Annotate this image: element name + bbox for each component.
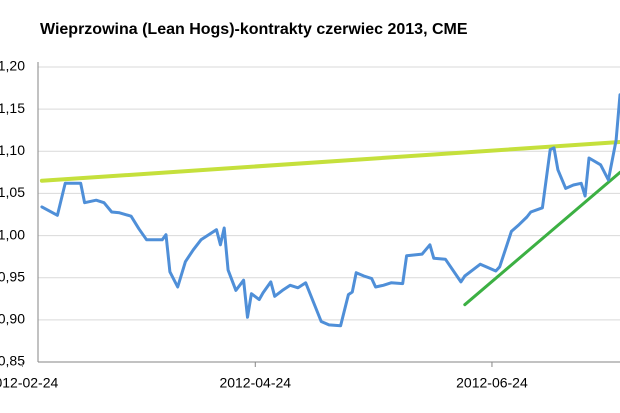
y-tick-label: 0,95 [0, 268, 25, 284]
y-tick-label: 1,10 [0, 142, 25, 158]
x-tick-label: 2012-04-24 [219, 375, 291, 391]
x-tick-label: 2012-02-24 [0, 375, 58, 391]
x-tick-label: 2012-06-24 [456, 375, 528, 391]
series-line [463, 170, 620, 307]
chart-title: Wieprzowina (Lean Hogs)-kontrakty czerwi… [40, 21, 468, 38]
y-tick-label: 1,20 [0, 58, 25, 74]
y-tick-label: 1,05 [0, 184, 25, 200]
series-line [40, 93, 620, 328]
y-tick-label: 0,90 [0, 311, 25, 327]
y-tick-label: 1,00 [0, 226, 25, 242]
series-line [39, 140, 620, 183]
y-tick-label: 1,15 [0, 100, 25, 116]
y-tick-label: 0,85 [0, 353, 25, 369]
